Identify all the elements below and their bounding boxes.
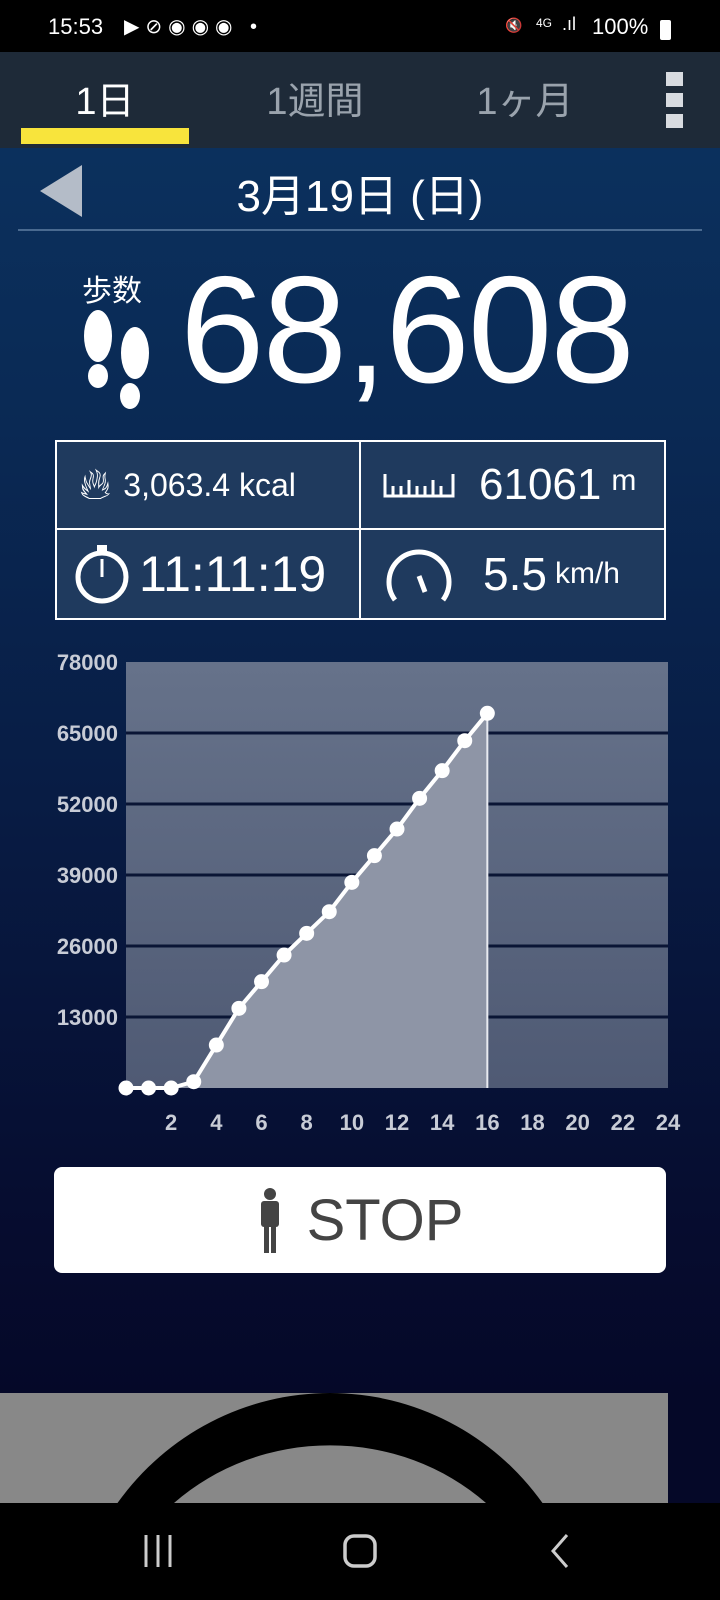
data-point xyxy=(344,874,360,890)
x-tick-label: 8 xyxy=(301,1110,313,1135)
steps-label: 歩数 xyxy=(82,275,142,308)
data-point xyxy=(186,1074,202,1090)
x-tick-label: 10 xyxy=(340,1110,364,1135)
speedometer-icon xyxy=(386,549,452,602)
home-icon[interactable] xyxy=(342,1531,378,1571)
battery-icon xyxy=(660,20,671,40)
speed-cell: 5.5 km/h xyxy=(359,528,666,620)
data-point xyxy=(457,733,473,749)
notification-icons: ▶⊘◉◉◉ • xyxy=(124,16,264,38)
y-tick-label: 65000 xyxy=(57,721,118,746)
x-tick-label: 4 xyxy=(210,1110,223,1135)
y-tick-label: 52000 xyxy=(57,792,118,817)
data-point xyxy=(412,790,428,806)
data-point xyxy=(276,947,292,963)
more-menu-icon[interactable] xyxy=(660,72,690,132)
x-tick-label: 22 xyxy=(611,1110,635,1135)
status-bar: 15:53 ▶⊘◉◉◉ • 🔇 4G .ıl 100% xyxy=(0,0,720,52)
tab-day[interactable]: 1日 xyxy=(75,81,135,123)
clock: 15:53 xyxy=(48,14,104,39)
x-tick-label: 18 xyxy=(520,1110,544,1135)
data-point xyxy=(434,763,450,779)
back-icon[interactable] xyxy=(548,1531,572,1571)
ad-banner[interactable] xyxy=(0,1393,668,1503)
x-tick-label: 6 xyxy=(255,1110,267,1135)
speed-value: 5.5 xyxy=(483,548,547,600)
footprints-icon xyxy=(84,310,149,409)
data-point xyxy=(118,1080,134,1096)
flame-icon: 🔥︎ xyxy=(79,460,112,509)
distance-value: 61061 xyxy=(479,460,602,509)
divider xyxy=(18,229,702,231)
calories-cell: 🔥︎ 3,063.4 kcal xyxy=(55,440,361,530)
data-point xyxy=(231,1000,247,1016)
x-tick-label: 20 xyxy=(565,1110,589,1135)
person-icon xyxy=(260,1188,279,1253)
battery-text: 100% xyxy=(592,14,649,39)
data-point xyxy=(366,848,382,864)
stop-label: STOP xyxy=(306,1187,464,1253)
speed-unit: km/h xyxy=(554,557,620,590)
stopwatch-icon xyxy=(75,545,129,604)
x-tick-label: 24 xyxy=(656,1110,681,1135)
data-point xyxy=(321,904,337,920)
x-tick-label: 14 xyxy=(430,1110,455,1135)
ad-image xyxy=(117,1393,543,1503)
calories-value: 3,063.4 kcal xyxy=(123,466,296,503)
data-point xyxy=(299,925,315,941)
duration-value: 11:11:19 xyxy=(139,546,327,602)
data-point xyxy=(163,1080,179,1096)
data-point xyxy=(141,1080,157,1096)
date-title: 3月19日 (日) xyxy=(236,172,484,221)
tab-week[interactable]: 1週間 xyxy=(266,81,364,123)
previous-day-button[interactable] xyxy=(40,165,84,217)
tab-month[interactable]: 1ヶ月 xyxy=(476,81,574,123)
data-point xyxy=(479,705,495,721)
area-fill xyxy=(126,713,488,1088)
distance-unit: m xyxy=(611,464,637,497)
ruler-icon xyxy=(383,474,455,498)
recent-apps-icon[interactable] xyxy=(143,1531,175,1571)
data-point xyxy=(208,1037,224,1053)
network-icon: 4G xyxy=(536,16,553,30)
distance-cell: 61061 m xyxy=(359,440,666,530)
duration-cell: 11:11:19 xyxy=(55,528,361,620)
signal-icon: .ıl xyxy=(562,14,577,34)
y-tick-label: 39000 xyxy=(57,863,118,888)
steps-count: 68,608 xyxy=(180,245,635,415)
x-tick-label: 2 xyxy=(165,1110,177,1135)
mute-icon: 🔇 xyxy=(505,17,523,33)
x-tick-label: 12 xyxy=(385,1110,409,1135)
stop-button[interactable]: STOP xyxy=(54,1167,666,1273)
y-tick-label: 78000 xyxy=(57,650,118,675)
x-tick-label: 16 xyxy=(475,1110,499,1135)
active-tab-indicator xyxy=(21,128,189,144)
data-point xyxy=(389,821,405,837)
y-tick-label: 26000 xyxy=(57,934,118,959)
data-point xyxy=(254,974,269,990)
y-tick-label: 13000 xyxy=(57,1005,118,1030)
navigation-bar xyxy=(0,1503,720,1600)
